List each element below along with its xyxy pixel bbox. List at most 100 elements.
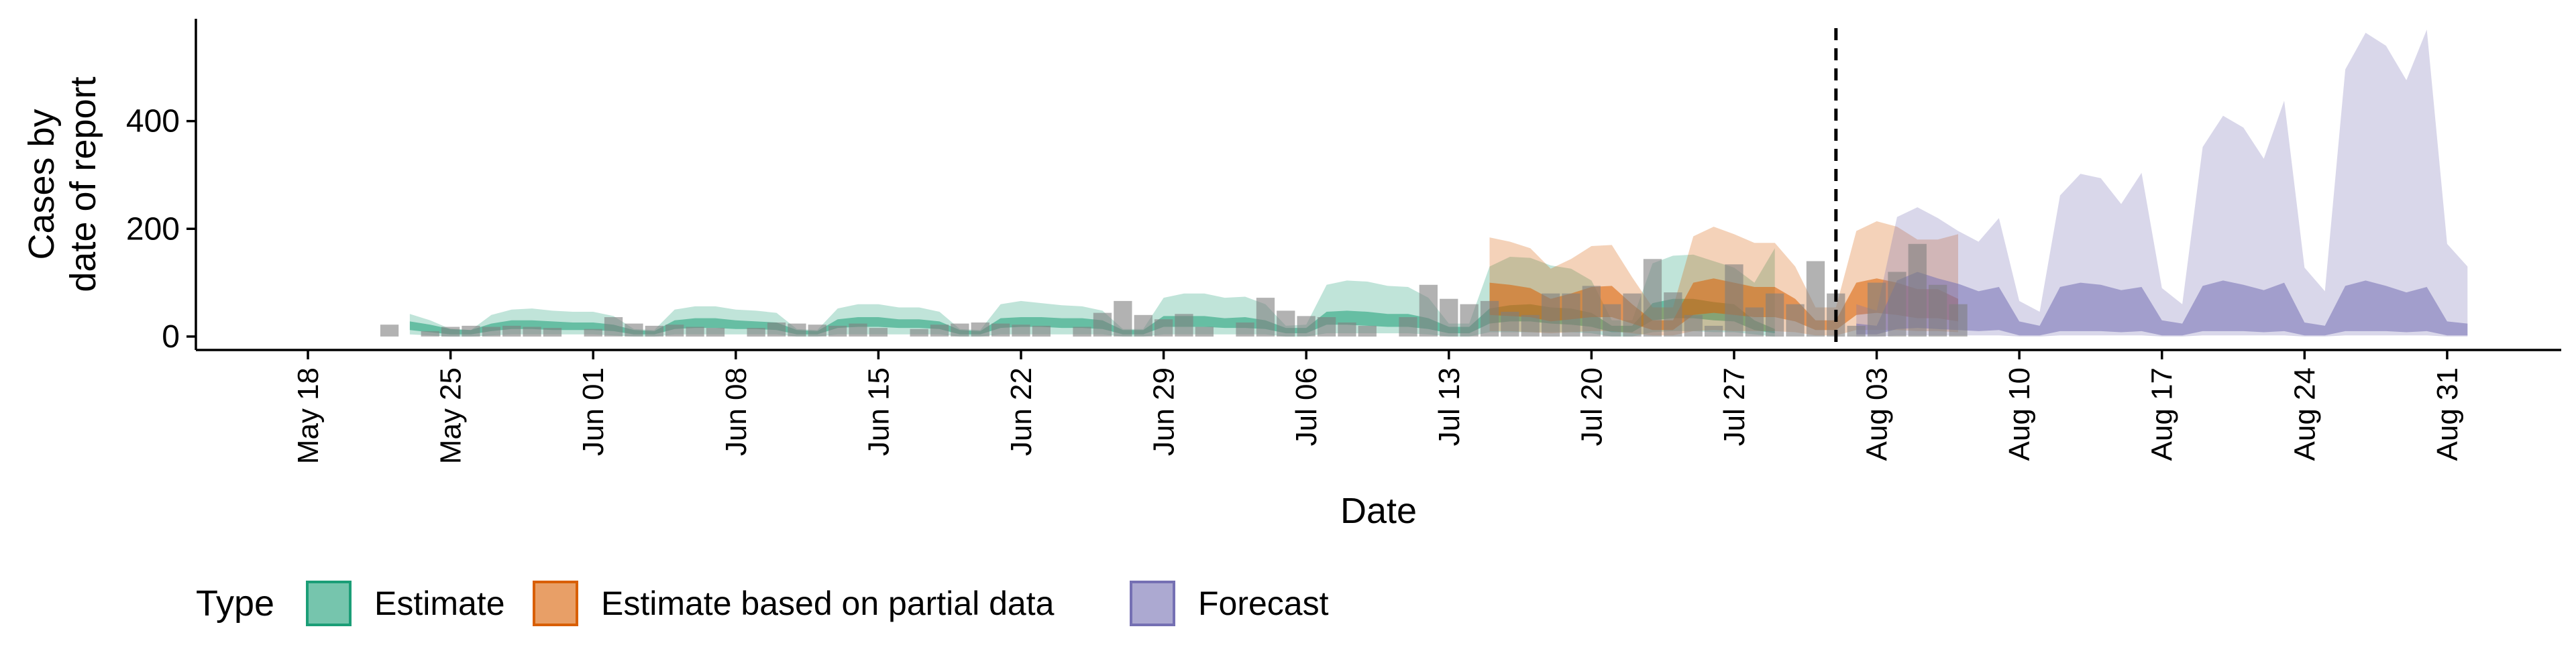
forecast-outer-band <box>1856 30 2468 337</box>
x-tick-label: Jun 01 <box>577 367 610 456</box>
case-bar <box>665 325 684 337</box>
case-bar <box>1256 298 1275 337</box>
x-tick-label: Jul 27 <box>1718 367 1751 446</box>
case-bar <box>543 328 562 337</box>
case-bar <box>1175 314 1193 337</box>
case-bar <box>1195 327 1214 337</box>
case-bar <box>1460 304 1479 337</box>
case-bar <box>1664 292 1682 337</box>
legend: Type Estimate Estimate based on partial da… <box>196 581 1329 626</box>
case-bar <box>584 329 602 337</box>
case-bar <box>1929 284 1947 337</box>
case-bar <box>625 323 643 337</box>
x-tick-label: Jun 08 <box>720 367 753 456</box>
case-bar <box>502 325 521 337</box>
case-bar <box>1480 300 1499 337</box>
x-tick-label: Aug 03 <box>1861 367 1894 461</box>
case-bar <box>462 325 480 337</box>
legend-entry-label: Forecast <box>1198 585 1329 622</box>
case-bar <box>1338 322 1356 337</box>
case-bar <box>808 325 826 337</box>
case-bar <box>1745 307 1764 337</box>
case-bar <box>1440 298 1458 337</box>
case-bar <box>991 323 1010 337</box>
case-bar <box>1847 325 1866 337</box>
y-tick-label: 0 <box>162 319 180 355</box>
case-bar <box>788 323 806 337</box>
case-bar <box>1725 264 1743 337</box>
case-bar <box>686 327 704 337</box>
case-bar <box>706 328 725 337</box>
case-bar <box>1032 325 1051 337</box>
case-bar <box>1582 286 1601 337</box>
case-bar <box>1134 314 1152 337</box>
case-bar <box>380 325 399 337</box>
case-bar <box>910 329 928 337</box>
case-bar <box>849 323 867 337</box>
x-tick-label: Aug 31 <box>2431 367 2464 461</box>
axes: 0 200 400 May 18 May 25 Jun 01 Jun 08 Jun 15 Jun… <box>21 19 2561 531</box>
legend-key-swatch <box>306 581 352 626</box>
y-axis-title-line: Cases by <box>21 109 62 259</box>
case-bar <box>645 325 663 337</box>
case-bar <box>1623 293 1642 337</box>
y-tick-label: 400 <box>126 104 180 139</box>
case-bar <box>482 327 500 337</box>
case-bar <box>767 322 786 337</box>
x-tick-label: Jun 15 <box>862 367 895 456</box>
case-bar <box>747 328 765 337</box>
case-bar <box>1684 314 1703 337</box>
case-bar <box>1073 327 1091 337</box>
legend-title: Type <box>196 583 274 624</box>
x-tick-label: Aug 10 <box>2003 367 2036 461</box>
legend-key-swatch <box>1130 581 1175 626</box>
forecast-inner-band <box>1856 272 2468 336</box>
case-bar <box>1114 300 1132 337</box>
case-bar <box>1867 282 1886 337</box>
case-bar <box>1154 319 1173 337</box>
case-bar <box>1277 310 1295 337</box>
case-bar <box>828 325 847 337</box>
case-bar <box>971 322 989 337</box>
case-bar <box>1521 314 1540 337</box>
legend-entry-label: Estimate based on partial data <box>601 585 1055 622</box>
legend-key-swatch <box>533 581 578 626</box>
case-bar <box>523 327 541 337</box>
ribbon-layer <box>409 30 2468 337</box>
case-bar <box>421 331 439 337</box>
legend-entry-label: Estimate <box>374 585 505 622</box>
case-bar <box>1704 325 1723 337</box>
x-tick-label: Jul 20 <box>1575 367 1608 446</box>
x-tick-label: Jun 22 <box>1005 367 1038 456</box>
case-bar <box>1562 293 1580 337</box>
case-bar <box>1949 304 1968 337</box>
case-bar <box>1888 272 1907 337</box>
x-tick-label: Jul 13 <box>1433 367 1466 446</box>
case-bar <box>1603 304 1621 337</box>
case-bar <box>1297 316 1316 337</box>
case-bar <box>1012 325 1030 337</box>
case-bar <box>441 327 460 337</box>
case-bar <box>1766 293 1784 337</box>
case-bar <box>869 328 888 337</box>
x-tick-label: May 18 <box>292 367 325 464</box>
case-bar <box>1236 322 1254 337</box>
case-bar <box>930 325 949 337</box>
x-tick-label: Jul 06 <box>1290 367 1323 446</box>
case-bar <box>1643 259 1662 337</box>
case-bar <box>1419 284 1438 337</box>
case-bar <box>1501 312 1519 337</box>
case-bar <box>1317 317 1336 337</box>
x-axis-title: Date <box>1340 491 1417 531</box>
x-tick-label: May 25 <box>435 367 468 464</box>
case-bar <box>604 317 623 337</box>
case-bar <box>1399 317 1417 337</box>
y-tick-label: 200 <box>126 211 180 247</box>
case-bar <box>1786 304 1805 337</box>
x-tick-label: Aug 24 <box>2288 367 2321 461</box>
case-bar <box>951 323 969 337</box>
case-bar <box>1542 293 1560 337</box>
y-axis-title-line: date of report <box>63 76 103 292</box>
